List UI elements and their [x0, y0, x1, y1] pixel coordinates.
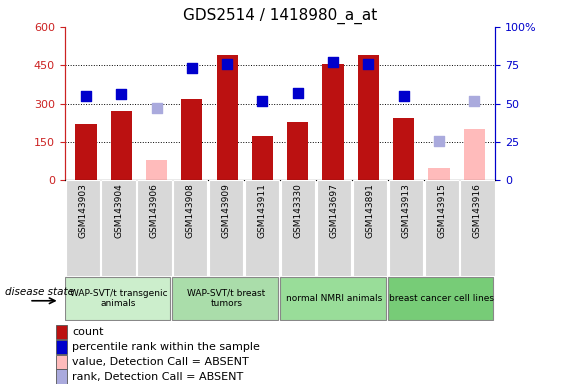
- Text: GSM143903: GSM143903: [78, 184, 87, 238]
- Text: GSM143913: GSM143913: [401, 184, 410, 238]
- Text: GSM143906: GSM143906: [150, 184, 159, 238]
- Point: [117, 91, 126, 98]
- Bar: [101, 180, 136, 276]
- Bar: [245, 180, 279, 276]
- Bar: [323, 64, 343, 180]
- Bar: [209, 180, 243, 276]
- Text: percentile rank within the sample: percentile rank within the sample: [72, 342, 260, 352]
- Text: disease state: disease state: [5, 287, 74, 297]
- Bar: [217, 55, 238, 180]
- Text: GSM143697: GSM143697: [329, 184, 338, 238]
- Text: rank, Detection Call = ABSENT: rank, Detection Call = ABSENT: [72, 372, 243, 382]
- Text: breast cancer cell lines: breast cancer cell lines: [389, 294, 494, 303]
- Point: [399, 93, 408, 99]
- Bar: [252, 136, 273, 180]
- Bar: [287, 122, 309, 180]
- Text: GSM143915: GSM143915: [437, 184, 446, 238]
- Bar: [137, 180, 172, 276]
- Bar: [393, 118, 414, 180]
- Text: GSM143909: GSM143909: [222, 184, 231, 238]
- Bar: [281, 180, 315, 276]
- Bar: [461, 180, 494, 276]
- Text: GSM143904: GSM143904: [114, 184, 123, 238]
- Bar: [388, 180, 423, 276]
- Text: GSM143330: GSM143330: [293, 184, 302, 238]
- Point: [258, 98, 267, 104]
- FancyBboxPatch shape: [280, 277, 386, 320]
- Bar: [75, 124, 96, 180]
- Bar: [425, 180, 459, 276]
- FancyBboxPatch shape: [65, 277, 170, 320]
- Point: [293, 90, 302, 96]
- Bar: [428, 168, 449, 180]
- FancyBboxPatch shape: [172, 277, 278, 320]
- Point: [435, 137, 444, 144]
- Text: WAP-SVT/t transgenic
animals: WAP-SVT/t transgenic animals: [70, 289, 167, 308]
- Point: [222, 61, 231, 67]
- Text: count: count: [72, 327, 104, 337]
- Text: value, Detection Call = ABSENT: value, Detection Call = ABSENT: [72, 357, 249, 367]
- Bar: [111, 111, 132, 180]
- Text: GSM143911: GSM143911: [258, 184, 267, 238]
- Point: [470, 98, 479, 104]
- Bar: [146, 160, 167, 180]
- Point: [364, 61, 373, 67]
- Point: [187, 65, 196, 71]
- Text: normal NMRI animals: normal NMRI animals: [286, 294, 382, 303]
- Text: WAP-SVT/t breast
tumors: WAP-SVT/t breast tumors: [187, 289, 265, 308]
- Bar: [353, 180, 387, 276]
- Bar: [56, 354, 67, 369]
- Point: [152, 105, 161, 111]
- Bar: [66, 180, 100, 276]
- Bar: [56, 369, 67, 384]
- Bar: [464, 129, 485, 180]
- Bar: [358, 55, 379, 180]
- Title: GDS2514 / 1418980_a_at: GDS2514 / 1418980_a_at: [183, 8, 377, 24]
- FancyBboxPatch shape: [388, 277, 493, 320]
- Text: GSM143891: GSM143891: [365, 184, 374, 238]
- Bar: [56, 340, 67, 354]
- Bar: [181, 99, 203, 180]
- Point: [329, 59, 338, 65]
- Text: GSM143908: GSM143908: [186, 184, 195, 238]
- Point: [82, 93, 91, 99]
- Bar: [173, 180, 207, 276]
- Bar: [56, 325, 67, 339]
- Bar: [317, 180, 351, 276]
- Text: GSM143916: GSM143916: [473, 184, 482, 238]
